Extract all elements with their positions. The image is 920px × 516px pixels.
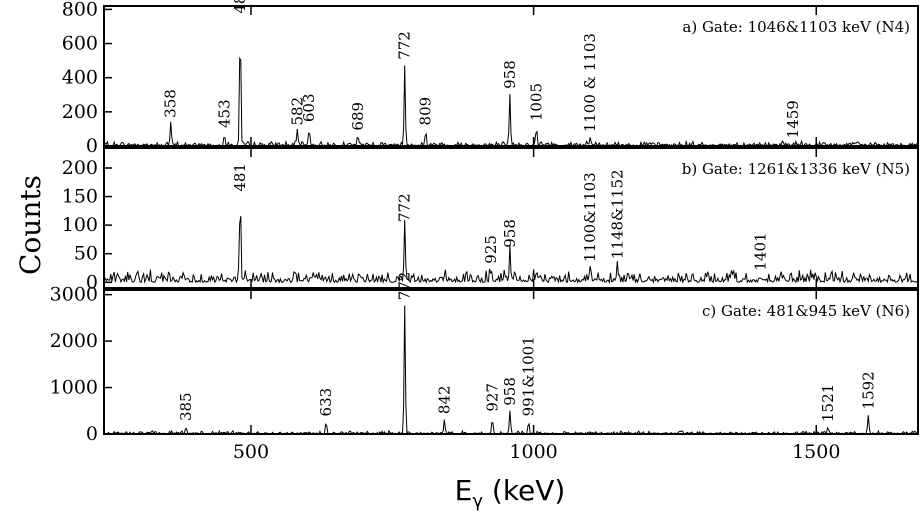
peak-label: 772: [396, 272, 414, 301]
gate-label: a) Gate: 1046&1103 keV (N4): [682, 18, 910, 36]
y-tick-label: 600: [62, 33, 98, 55]
peak-label: 1100&1103: [581, 172, 599, 262]
peak-label: 385: [177, 392, 195, 421]
y-tick-label: 100: [62, 214, 98, 236]
x-tick-label: 1000: [509, 441, 557, 463]
panel-frame: [103, 147, 919, 289]
panel-frame: [103, 289, 919, 435]
peak-label: 958: [501, 60, 519, 89]
peak-label: 991&1001: [519, 336, 537, 416]
peak-label: 1148&1152: [608, 169, 626, 259]
x-axis-title: Eγ (keV): [455, 474, 566, 512]
peak-label: 1521: [819, 384, 837, 422]
peak-label: 633: [317, 388, 335, 417]
y-tick-label: 0: [86, 271, 98, 293]
x-axis: 500 1000 1500: [233, 441, 841, 463]
x-tick-label: 1500: [792, 441, 840, 463]
spectrum-trace: [103, 216, 919, 284]
gate-label: c) Gate: 481&945 keV (N6): [702, 302, 910, 320]
peak-label: 1401: [751, 232, 769, 270]
y-tick-label: 0: [86, 135, 98, 157]
y-tick-label: 1000: [50, 377, 98, 399]
y-tick-label: 3000: [50, 284, 98, 306]
peak-label: 1459: [784, 100, 802, 138]
y-tick-label: 200: [62, 101, 98, 123]
y-tick-label: 50: [74, 243, 98, 265]
y-tick-label: 0: [86, 423, 98, 445]
peak-label: 603: [300, 93, 318, 122]
peak-label: 582: [288, 97, 306, 126]
peak-label: 689: [349, 102, 367, 131]
peak-label: 481: [231, 0, 249, 14]
panel-frame: [103, 5, 919, 147]
peak-label: 842: [435, 385, 453, 414]
x-axis-title-unit: (keV): [483, 474, 565, 507]
y-tick-label: 200: [62, 157, 98, 179]
spectrum-trace: [103, 56, 919, 148]
y-tick-label: 150: [62, 186, 98, 208]
peak-label: 1005: [527, 83, 545, 121]
x-tick-label: 500: [233, 441, 269, 463]
peak-label: 772: [396, 193, 414, 222]
y-tick-label: 400: [62, 67, 98, 89]
panels: 0200400600800358453481582603689772809958…: [50, 0, 919, 463]
peak-label: 958: [501, 219, 519, 248]
peak-label: 453: [215, 99, 233, 128]
peak-label: 925: [482, 235, 500, 264]
spectrum-trace: [103, 305, 919, 436]
peak-label: 1592: [859, 371, 877, 409]
peak-label: 958: [501, 377, 519, 406]
peak-label: 927: [483, 383, 501, 412]
peak-label: 481: [231, 163, 249, 192]
peak-label: 358: [162, 89, 180, 118]
x-axis-title-sub: γ: [472, 491, 483, 512]
y-tick-label: 800: [62, 0, 98, 20]
peak-label: 1100 & 1103: [581, 33, 599, 132]
gate-label: b) Gate: 1261&1336 keV (N5): [682, 160, 910, 178]
y-tick-label: 2000: [50, 330, 98, 352]
y-axis-title: Counts: [14, 175, 47, 275]
peak-label: 772: [396, 31, 414, 60]
peak-label: 809: [417, 97, 435, 126]
panel-3: 0 1000 2000 3000 385 633 772 842 927 958 991&1001 1…: [50, 272, 919, 445]
x-axis-title-main: E: [455, 474, 473, 507]
